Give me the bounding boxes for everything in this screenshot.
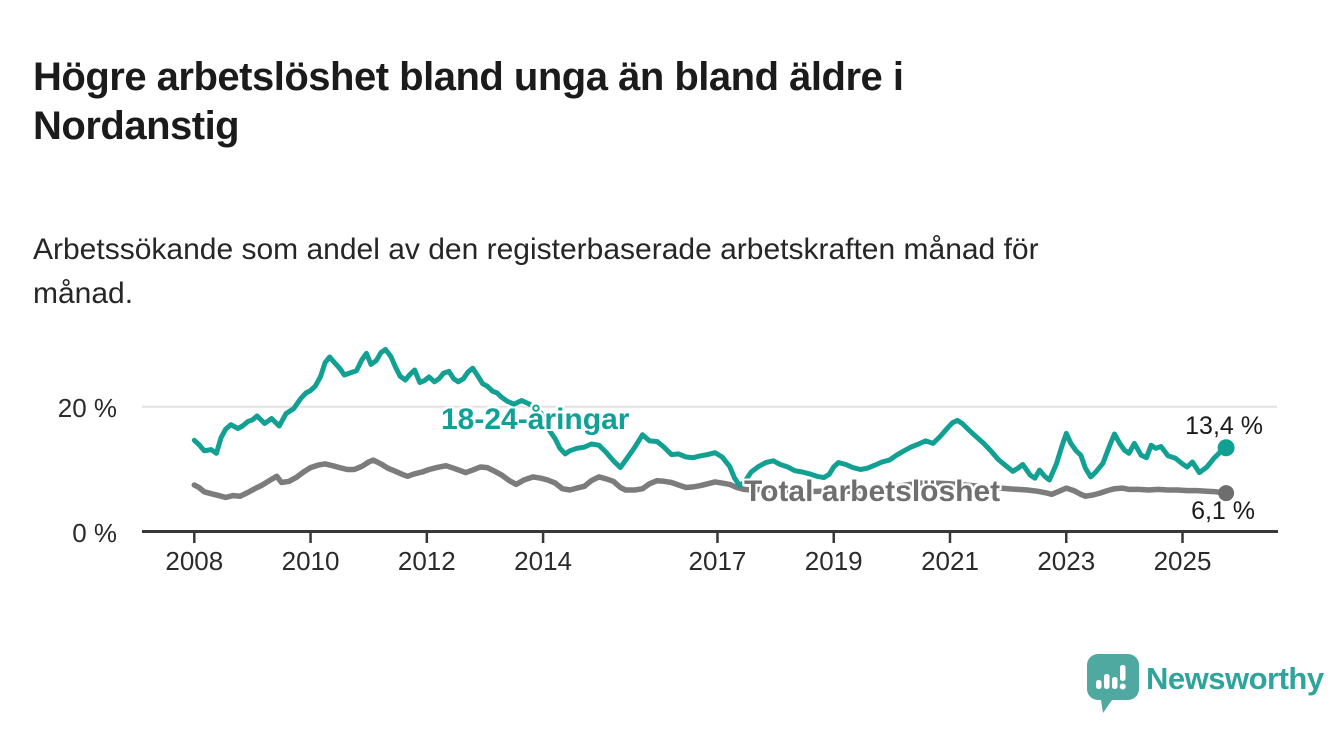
chart-subtitle-line-1: Arbetssökande som andel av den registerb…	[33, 233, 1039, 266]
exclamation-bar	[1120, 665, 1126, 681]
x-axis-tick-label: 2021	[921, 546, 979, 576]
bar-chart-bar-1	[1096, 680, 1102, 689]
exclamation-dot	[1119, 683, 1126, 690]
end-dot-youth	[1217, 439, 1235, 457]
end-dot-total	[1218, 485, 1235, 502]
branding-footer: Newsworthy	[1084, 652, 1324, 716]
x-axis-tick-label: 2008	[165, 546, 224, 576]
y-axis-tick-label-0: 0 %	[72, 518, 117, 548]
newsworthy-logo-icon	[1087, 654, 1139, 713]
bar-chart-bar-3	[1112, 677, 1118, 689]
page-title-line-2: Nordanstig	[33, 103, 240, 148]
x-axis-tick-label: 2019	[804, 546, 863, 576]
series-label-youth: 18-24-åringar	[441, 403, 630, 436]
series-label-total: Total arbetslöshet	[744, 475, 1001, 508]
chart-subtitle-line-2: månad.	[33, 277, 134, 310]
y-axis-tick-label-20: 20 %	[57, 393, 117, 423]
bar-chart-bar-2	[1104, 674, 1110, 689]
page-title-line-1: Högre arbetslöshet bland unga än bland ä…	[33, 54, 904, 99]
page-title: Högre arbetslöshet bland unga än bland ä…	[33, 53, 1153, 151]
end-value-label-total: 6,1 %	[1191, 497, 1255, 525]
x-axis-tick-label: 2025	[1153, 546, 1212, 576]
series-line-total	[191, 457, 1229, 501]
x-axis-tick-label: 2023	[1037, 546, 1096, 576]
series-line-youth	[191, 347, 1229, 489]
x-axis-tick-label: 2012	[397, 546, 456, 576]
newsworthy-wordmark: Newsworthy	[1146, 661, 1324, 696]
end-value-label-youth: 13,4 %	[1185, 412, 1263, 440]
x-axis-tick-label: 2010	[281, 546, 340, 576]
x-axis-tick-label: 2014	[514, 546, 572, 576]
x-axis-tick-label: 2017	[688, 546, 747, 576]
chart-subtitle: Arbetssökande som andel av den registerb…	[33, 228, 1263, 316]
